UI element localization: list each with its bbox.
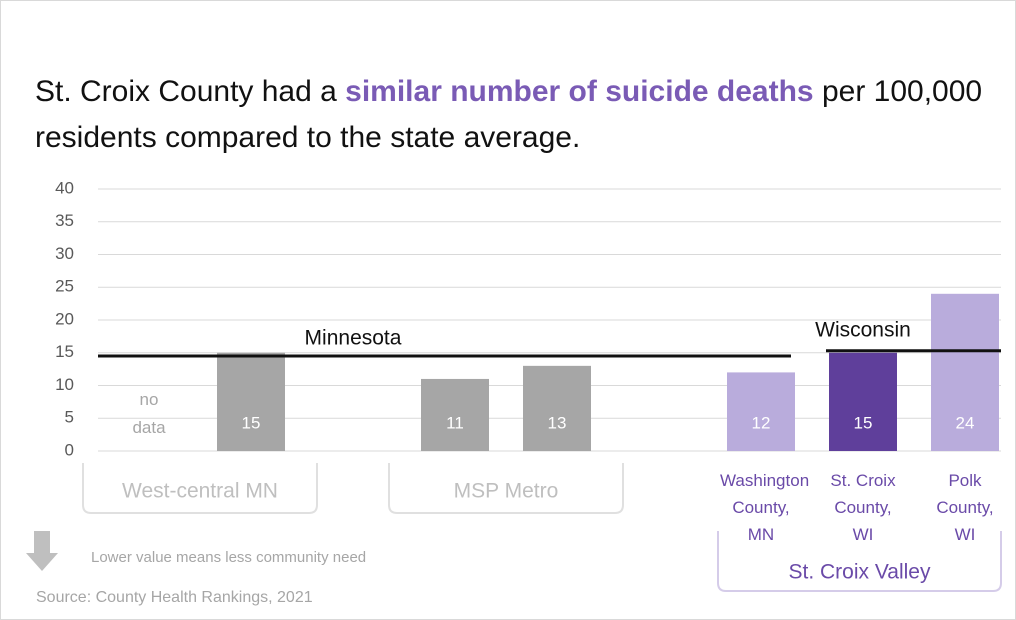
bar (829, 352, 897, 451)
title-part: St. Croix County had a (35, 75, 346, 108)
y-tick-label: 0 (65, 440, 74, 459)
group-bracket (82, 463, 318, 514)
value-label: 15 (242, 413, 261, 432)
source: Source: County Health Rankings, 2021 (36, 589, 313, 606)
y-tick-label: 30 (55, 244, 74, 263)
missing-label: no data (132, 390, 166, 437)
x-tick-label: St. Croix County, WI (830, 471, 896, 544)
y-tick-label: 40 (55, 178, 74, 197)
group-bracket (717, 531, 1002, 592)
y-tick-label: 5 (65, 408, 74, 427)
value-label: 11 (446, 413, 464, 432)
value-label: 15 (854, 413, 873, 432)
title-part: per 100,000 residents compared to the st… (35, 75, 983, 154)
y-tick-label: 15 (55, 342, 74, 361)
y-tick-label: 25 (55, 277, 74, 296)
group-label: MSP Metro (454, 480, 559, 503)
group-label: West-central MN (122, 480, 278, 503)
down-arrow-icon (26, 531, 58, 571)
bar (217, 352, 285, 451)
bar (523, 365, 591, 451)
y-tick-label: 35 (55, 211, 74, 230)
bar (931, 293, 999, 451)
y-tick-label: 10 (55, 375, 74, 394)
note: Lower value means less community need (91, 549, 366, 566)
group-label: St. Croix Valley (789, 561, 931, 584)
x-tick-label: Polk County, WI (936, 471, 994, 544)
reference-label: Wisconsin (815, 318, 911, 341)
y-tick-label: 20 (55, 309, 74, 328)
bar (727, 372, 795, 451)
bar (421, 378, 489, 451)
chart-title: St. Croix County had a similar number of… (35, 69, 995, 161)
value-label: 24 (956, 413, 975, 432)
title-emphasis: similar number of suicide deaths (345, 75, 814, 108)
value-label: 13 (548, 413, 567, 432)
value-label: 12 (752, 413, 771, 432)
group-bracket (388, 463, 624, 514)
reference-label: Minnesota (305, 327, 402, 350)
x-tick-label: Washington County, MN (720, 471, 810, 544)
